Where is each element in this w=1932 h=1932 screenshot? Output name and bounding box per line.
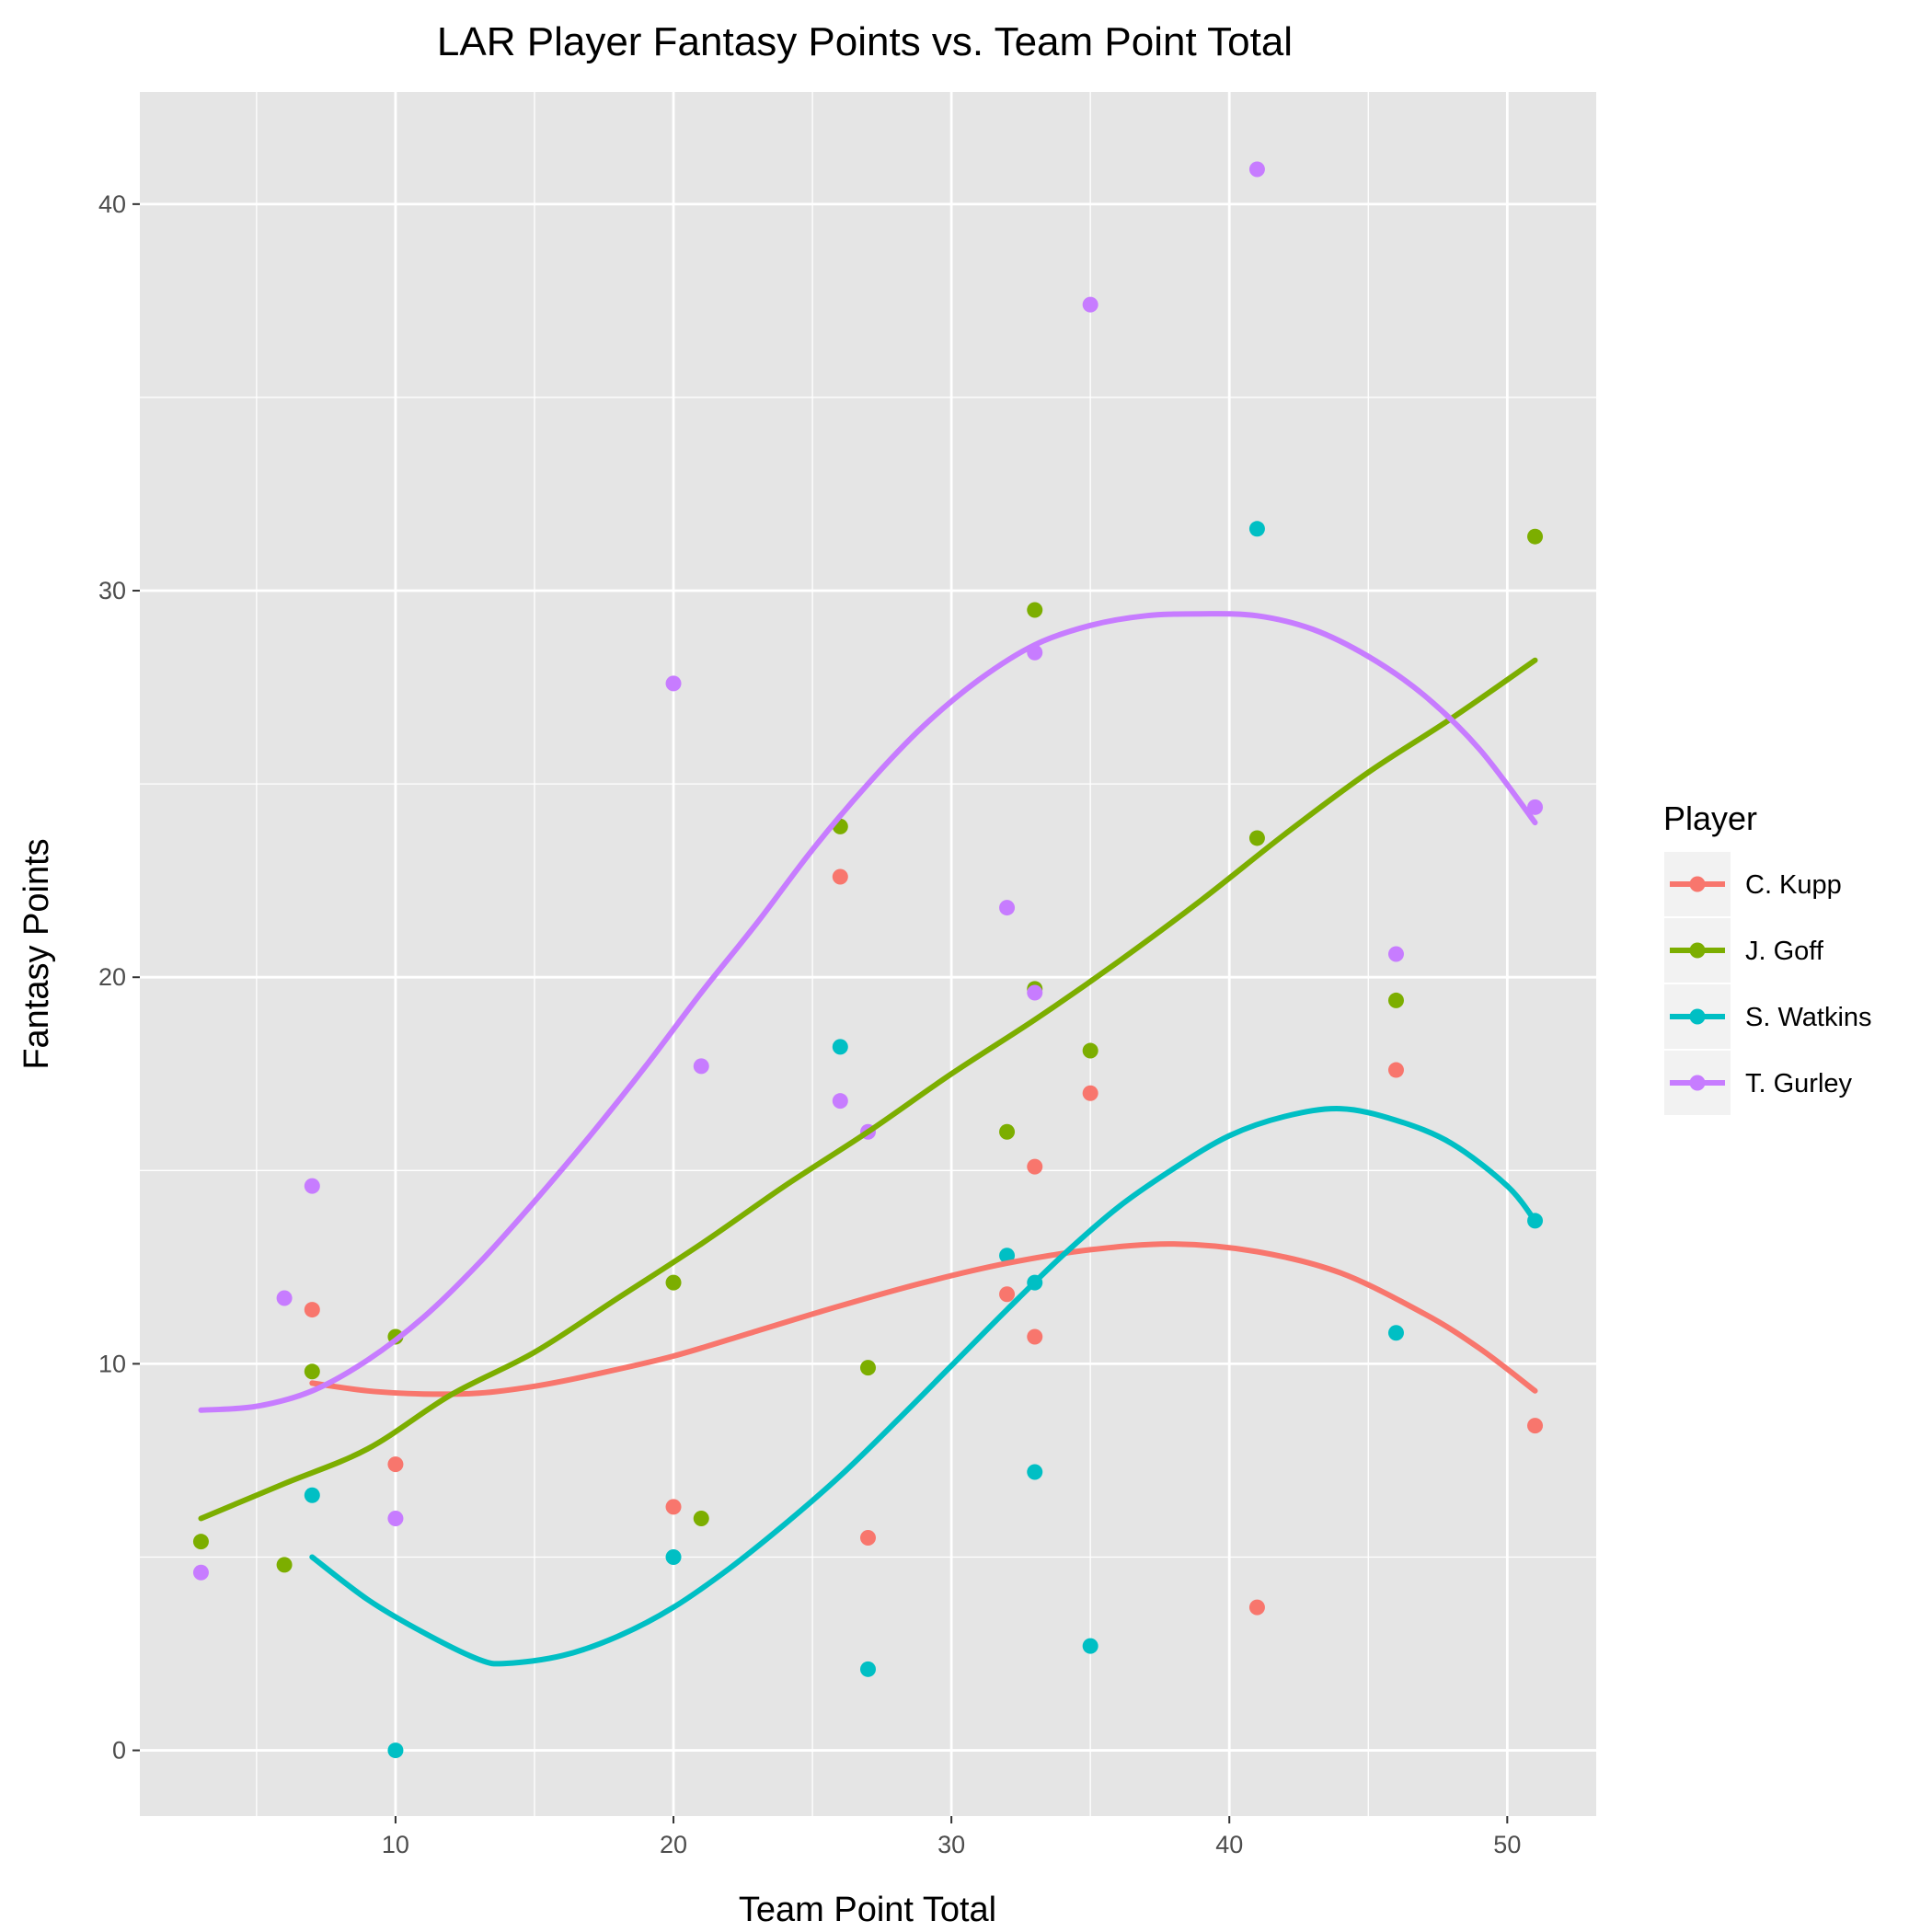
data-point-t-gurley <box>665 675 682 692</box>
legend-title: Player <box>1663 799 1757 837</box>
data-point-t-gurley <box>832 1093 848 1110</box>
data-point-c-kupp <box>999 1286 1016 1303</box>
y-tick-label: 20 <box>98 963 126 991</box>
x-tick-label: 10 <box>382 1831 409 1858</box>
chart-title: LAR Player Fantasy Points vs. Team Point… <box>437 19 1293 64</box>
data-point-t-gurley <box>276 1290 293 1306</box>
legend-item-c-kupp: C. Kupp <box>1662 850 1842 918</box>
smooth-line-s-watkins <box>309 1106 1538 1667</box>
data-point-c-kupp <box>1027 1158 1043 1175</box>
x-axis: 10 20 30 40 50 <box>382 1816 1521 1858</box>
y-tick-label: 10 <box>98 1350 126 1377</box>
data-point-j-goff <box>304 1363 320 1380</box>
data-point-c-kupp <box>1387 1062 1404 1078</box>
data-point-t-gurley <box>387 1510 404 1526</box>
data-point-t-gurley <box>1027 984 1043 1001</box>
plot-panel <box>140 92 1596 1816</box>
data-point-j-goff <box>276 1557 293 1573</box>
data-point-t-gurley <box>1387 946 1404 962</box>
data-point-t-gurley <box>192 1564 209 1581</box>
y-tick-label: 30 <box>98 577 126 604</box>
y-axis-title: Fantasy Points <box>17 838 56 1069</box>
legend-key-point <box>1689 942 1706 959</box>
data-point-c-kupp <box>1027 1328 1043 1345</box>
legend-label-s-watkins: S. Watkins <box>1745 1003 1872 1032</box>
series-s-watkins <box>304 521 1544 1759</box>
legend-item-s-watkins: S. Watkins <box>1662 983 1872 1051</box>
data-point-j-goff <box>192 1534 209 1550</box>
data-point-j-goff <box>665 1274 682 1291</box>
legend-key-point <box>1689 1075 1706 1091</box>
legend-item-j-goff: J. Goff <box>1662 916 1824 984</box>
x-tick-label: 30 <box>937 1831 965 1858</box>
data-point-s-watkins <box>304 1487 320 1503</box>
data-point-t-gurley <box>1248 161 1265 178</box>
data-point-c-kupp <box>1248 1599 1265 1616</box>
data-point-t-gurley <box>1082 296 1098 313</box>
smooth-line-t-gurley <box>198 611 1538 1413</box>
legend-label-j-goff: J. Goff <box>1745 937 1824 966</box>
data-point-c-kupp <box>1082 1085 1098 1101</box>
smooth-line-c-kupp <box>309 1241 1538 1397</box>
series-c-kupp <box>304 868 1544 1616</box>
legend-item-t-gurley: T. Gurley <box>1662 1049 1853 1117</box>
data-point-c-kupp <box>832 868 848 885</box>
legend-label-t-gurley: T. Gurley <box>1745 1069 1853 1098</box>
data-point-s-watkins <box>1248 521 1265 537</box>
smooth-line-j-goff <box>198 657 1538 1522</box>
legend: Player C. Kupp J. Goff S. Watkins T. Gurley <box>1662 799 1872 1117</box>
x-tick-label: 40 <box>1215 1831 1243 1858</box>
data-point-j-goff <box>860 1360 876 1376</box>
data-point-s-watkins <box>1387 1325 1404 1341</box>
data-point-s-watkins <box>1082 1638 1098 1654</box>
data-point-t-gurley <box>1527 799 1544 815</box>
data-point-s-watkins <box>387 1742 404 1759</box>
data-point-j-goff <box>1248 830 1265 846</box>
data-point-j-goff <box>1527 528 1544 545</box>
data-point-j-goff <box>1027 602 1043 618</box>
data-point-j-goff <box>693 1510 709 1526</box>
data-point-s-watkins <box>860 1661 876 1677</box>
data-point-c-kupp <box>860 1529 876 1546</box>
data-point-c-kupp <box>304 1302 320 1318</box>
data-point-s-watkins <box>999 1248 1016 1264</box>
data-point-c-kupp <box>387 1456 404 1473</box>
y-tick-label: 0 <box>112 1737 126 1765</box>
data-point-t-gurley <box>693 1058 709 1075</box>
data-point-t-gurley <box>999 900 1016 916</box>
y-axis: 0 10 20 30 40 <box>98 190 140 1765</box>
grid-lines <box>140 92 1596 1816</box>
data-point-j-goff <box>1387 992 1404 1008</box>
legend-label-c-kupp: C. Kupp <box>1745 870 1842 900</box>
data-point-s-watkins <box>665 1548 682 1565</box>
data-point-c-kupp <box>665 1499 682 1515</box>
data-point-c-kupp <box>1527 1418 1544 1434</box>
x-axis-title: Team Point Total <box>739 1891 996 1929</box>
data-point-j-goff <box>999 1123 1016 1140</box>
series-t-gurley <box>192 161 1544 1581</box>
data-point-s-watkins <box>1027 1464 1043 1480</box>
legend-key-point <box>1689 876 1706 892</box>
x-tick-label: 50 <box>1493 1831 1521 1858</box>
x-tick-label: 20 <box>660 1831 687 1858</box>
y-tick-label: 40 <box>98 190 126 218</box>
data-point-t-gurley <box>304 1178 320 1194</box>
data-series <box>192 161 1544 1759</box>
legend-key-point <box>1689 1008 1706 1025</box>
data-point-j-goff <box>1082 1042 1098 1059</box>
data-point-s-watkins <box>832 1039 848 1055</box>
